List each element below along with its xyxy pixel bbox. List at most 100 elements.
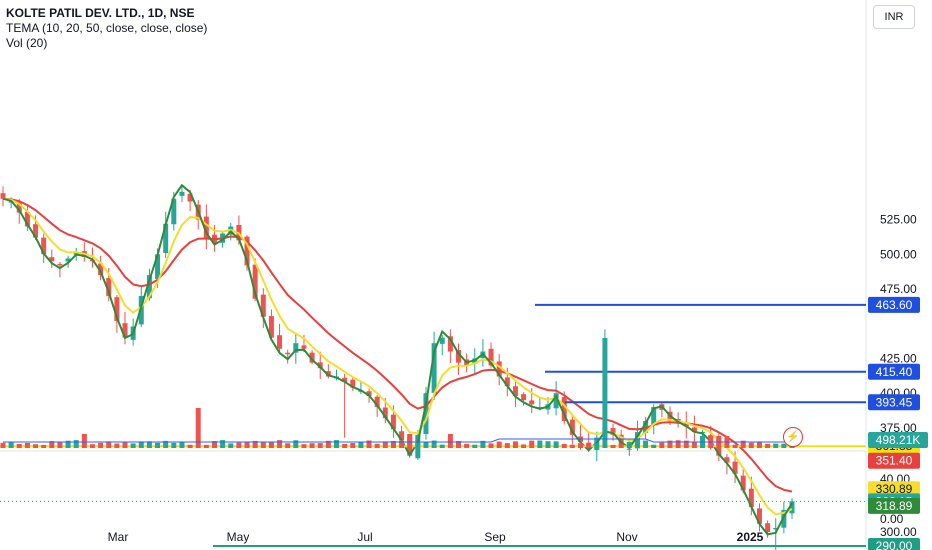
- candle-body: [268, 316, 274, 338]
- volume-bar: [244, 441, 250, 448]
- level-tag: [868, 394, 920, 411]
- x-tick-label: Mar: [108, 530, 129, 544]
- volume-bar: [163, 440, 169, 448]
- candle-body: [756, 508, 762, 524]
- volume-bar: [781, 443, 787, 448]
- candle-body: [244, 236, 250, 266]
- candle-body: [187, 193, 193, 202]
- candle-body: [33, 224, 39, 238]
- volume-bar: [456, 440, 462, 448]
- volume-bar: [464, 443, 470, 448]
- volume-tag-label: 498.21K: [876, 433, 921, 447]
- volume-bar: [301, 444, 307, 448]
- volume-bar: [447, 434, 453, 448]
- volume-bar: [0, 442, 6, 448]
- volume-bar: [33, 444, 39, 448]
- volume-bar: [81, 434, 87, 448]
- candle-body: [65, 258, 71, 262]
- volume-bar: [390, 440, 396, 448]
- volume-bar: [756, 441, 762, 448]
- volume-bar: [423, 442, 429, 448]
- candle-body: [732, 461, 738, 474]
- level-tag: [868, 363, 920, 380]
- candle-body: [179, 191, 185, 196]
- volume-bar: [431, 440, 437, 448]
- y-tick-label: 475.00: [880, 282, 917, 296]
- candle-body: [691, 427, 697, 433]
- volume-bar: [268, 442, 274, 448]
- candle-body: [0, 193, 6, 199]
- candle-body: [98, 263, 104, 276]
- candle-body: [651, 407, 657, 425]
- candle-body: [49, 257, 55, 262]
- volume-bar: [89, 444, 95, 448]
- candle-body: [252, 264, 258, 299]
- x-tick-label: Jul: [357, 530, 372, 544]
- volume-bar: [504, 443, 510, 448]
- candle-body: [342, 377, 348, 383]
- volume-label: Vol (20): [6, 36, 48, 50]
- volume-bar: [683, 440, 689, 448]
- candle-body: [155, 254, 161, 279]
- volume-bar: [610, 444, 616, 448]
- volume-bar: [130, 443, 136, 448]
- volume-bar: [49, 441, 55, 448]
- volume-bar: [220, 440, 226, 448]
- price-tag-label: 318.89: [876, 499, 913, 513]
- volume-bar: [415, 442, 421, 448]
- volume-bar: [537, 440, 543, 448]
- candle-body: [456, 350, 462, 363]
- volume-bar: [342, 443, 348, 448]
- volume-bar: [529, 440, 535, 448]
- candle-body: [171, 198, 177, 225]
- volume-ma-line: [3, 438, 792, 443]
- candle-body: [41, 237, 47, 255]
- candle-body: [683, 422, 689, 427]
- volume-bar: [626, 441, 632, 448]
- volume-bar: [569, 444, 575, 448]
- candle-body: [553, 393, 559, 409]
- y-tick-label: 425.00: [880, 351, 917, 365]
- volume-bar: [171, 442, 177, 448]
- candle-body: [488, 348, 494, 366]
- volume-tick-label: 0.00: [880, 512, 904, 526]
- candle-body: [610, 428, 616, 435]
- currency-button[interactable]: INR: [873, 5, 915, 29]
- volume-bar: [407, 434, 413, 448]
- y-tick-label: 500.00: [880, 247, 917, 261]
- volume-bar: [73, 440, 79, 448]
- volume-bar: [138, 441, 144, 448]
- candle-body: [317, 362, 323, 369]
- volume-bar: [618, 444, 624, 448]
- volume-bar: [496, 441, 502, 448]
- volume-bar: [122, 442, 128, 448]
- candle-body: [57, 263, 63, 266]
- volume-bar: [740, 440, 746, 448]
- candle-body: [496, 361, 502, 377]
- volume-bar: [675, 440, 681, 448]
- x-tick-label: May: [227, 530, 250, 544]
- y-tick-label: 525.00: [880, 213, 917, 227]
- candle-body: [740, 475, 746, 491]
- volume-bar: [602, 338, 608, 448]
- candle-body: [439, 337, 445, 344]
- volume-bar: [317, 443, 323, 448]
- candle-body: [447, 336, 453, 352]
- volume-bar: [333, 440, 339, 448]
- volume-bar: [732, 444, 738, 448]
- volume-bar: [228, 443, 234, 448]
- level-tag-label: 463.60: [876, 298, 913, 312]
- volume-bar: [594, 443, 600, 448]
- y-tick-label: 300.00: [880, 525, 917, 539]
- volume-bar: [488, 443, 494, 448]
- volume-bar: [309, 443, 315, 448]
- y-tick-label: 375.00: [880, 421, 917, 435]
- volume-bar: [146, 441, 152, 448]
- symbol-title: KOLTE PATIL DEV. LTD., 1D, NSE: [6, 6, 195, 20]
- volume-bar: [252, 440, 258, 448]
- volume-bar: [65, 440, 71, 448]
- volume-bar: [57, 442, 63, 448]
- lightning-icon[interactable]: ⚡: [783, 427, 803, 447]
